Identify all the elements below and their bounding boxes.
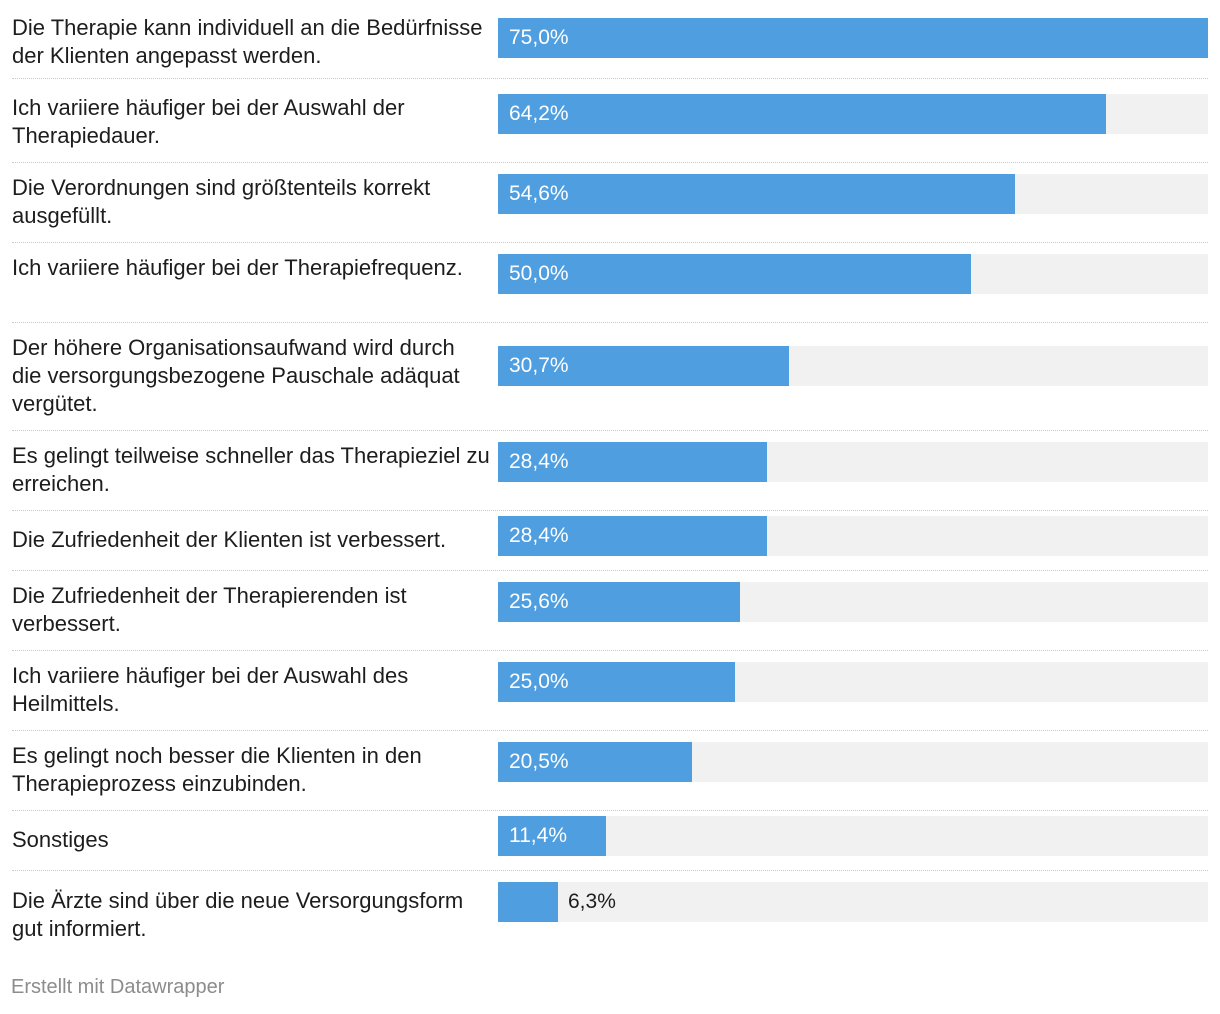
bar-row: Der höhere Organisationsaufwand wird dur… bbox=[12, 322, 1208, 431]
bar-track: 20,5% bbox=[498, 742, 1208, 782]
bar-track: 75,0% bbox=[498, 18, 1208, 58]
bar-row: Die Zufriedenheit der Therapierenden ist… bbox=[12, 570, 1208, 651]
value-label: 50,0% bbox=[509, 262, 569, 285]
bar bbox=[498, 662, 735, 702]
bar-row: Ich variiere häufiger bei der Auswahl de… bbox=[12, 650, 1208, 731]
category-label: Ich variiere häufiger bei der Auswahl de… bbox=[12, 95, 405, 148]
value-label: 75,0% bbox=[509, 26, 569, 49]
bar-track: 64,2% bbox=[498, 94, 1208, 134]
bar-row: Ich variiere häufiger bei der Therapiefr… bbox=[12, 242, 1208, 323]
bar bbox=[498, 94, 1106, 134]
bar bbox=[498, 742, 692, 782]
footer-credit: Erstellt mit Datawrapper bbox=[11, 976, 225, 998]
category-label: Es gelingt noch besser die Klienten in d… bbox=[12, 743, 422, 796]
bar bbox=[498, 442, 767, 482]
bar-track: 28,4% bbox=[498, 516, 1208, 556]
bar-track: 6,3% bbox=[498, 882, 1208, 922]
bar-track: 25,0% bbox=[498, 662, 1208, 702]
value-label: 54,6% bbox=[509, 182, 569, 205]
bar bbox=[498, 346, 789, 386]
bar-row: Die Ärzte sind über die neue Versorgungs… bbox=[12, 870, 1208, 960]
bar bbox=[498, 816, 606, 856]
bar bbox=[498, 582, 740, 622]
bar-row: Die Zufriedenheit der Klienten ist verbe… bbox=[12, 510, 1208, 571]
category-label: Die Ärzte sind über die neue Versorgungs… bbox=[12, 888, 464, 941]
value-label: 30,7% bbox=[509, 354, 569, 377]
bar-track: 50,0% bbox=[498, 254, 1208, 294]
bar bbox=[498, 254, 971, 294]
bar-row: Die Verordnungen sind größtenteils korre… bbox=[12, 162, 1208, 243]
bar-track: 54,6% bbox=[498, 174, 1208, 214]
category-label: Ich variiere häufiger bei der Auswahl de… bbox=[12, 663, 409, 716]
category-label: Die Therapie kann individuell an die Bed… bbox=[12, 15, 483, 68]
value-label: 11,4% bbox=[509, 824, 567, 847]
category-label: Die Zufriedenheit der Therapierenden ist… bbox=[12, 583, 407, 636]
bar-track: 30,7% bbox=[498, 346, 1208, 386]
category-label: Sonstiges bbox=[12, 827, 109, 852]
value-label: 25,0% bbox=[509, 670, 569, 693]
bar-row: Ich variiere häufiger bei der Auswahl de… bbox=[12, 82, 1208, 163]
value-label: 20,5% bbox=[509, 750, 569, 773]
bar bbox=[498, 516, 767, 556]
category-label: Die Verordnungen sind größtenteils korre… bbox=[12, 175, 431, 228]
bar-row: Es gelingt noch besser die Klienten in d… bbox=[12, 730, 1208, 811]
bar-track: 11,4% bbox=[498, 816, 1208, 856]
bar-row: Sonstiges 11,4% bbox=[12, 810, 1208, 871]
value-label: 28,4% bbox=[509, 450, 569, 473]
bar-row: Es gelingt teilweise schneller das Thera… bbox=[12, 430, 1208, 511]
value-label: 28,4% bbox=[509, 524, 569, 547]
value-label: 64,2% bbox=[509, 102, 569, 125]
category-label: Ich variiere häufiger bei der Therapiefr… bbox=[12, 255, 463, 280]
bar-track: 28,4% bbox=[498, 442, 1208, 482]
bar bbox=[498, 18, 1208, 58]
bar-track: 25,6% bbox=[498, 582, 1208, 622]
category-label: Der höhere Organisationsaufwand wird dur… bbox=[12, 335, 460, 416]
bar bbox=[498, 882, 558, 922]
value-label: 25,6% bbox=[509, 590, 569, 613]
bar bbox=[498, 174, 1015, 214]
category-label: Die Zufriedenheit der Klienten ist verbe… bbox=[12, 527, 447, 552]
bar-row: Die Therapie kann individuell an die Bed… bbox=[12, 6, 1208, 79]
category-label: Es gelingt teilweise schneller das Thera… bbox=[12, 443, 490, 496]
value-label: 6,3% bbox=[568, 890, 616, 913]
